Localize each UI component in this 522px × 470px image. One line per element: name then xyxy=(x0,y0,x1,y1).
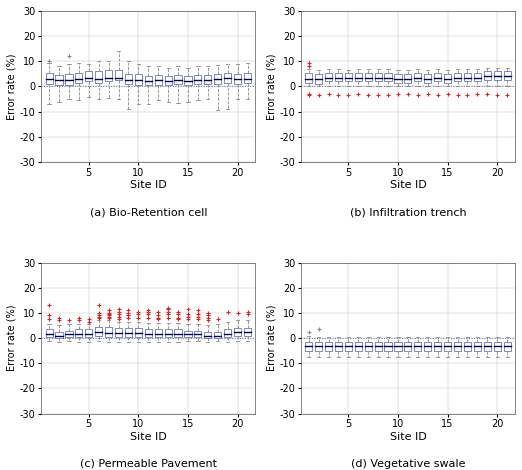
Bar xyxy=(454,73,461,81)
Bar xyxy=(325,73,332,81)
Bar xyxy=(464,342,471,351)
Bar xyxy=(504,71,511,80)
Bar xyxy=(234,74,241,84)
Bar xyxy=(95,71,102,83)
Bar xyxy=(315,74,322,84)
Text: (c) Permeable Pavement: (c) Permeable Pavement xyxy=(80,459,217,469)
Bar xyxy=(214,332,221,338)
Bar xyxy=(335,342,342,351)
Bar xyxy=(434,342,441,351)
Bar xyxy=(174,329,182,337)
Bar xyxy=(494,342,501,351)
Bar xyxy=(444,74,451,83)
Bar xyxy=(105,70,112,81)
Bar xyxy=(494,71,501,80)
Bar xyxy=(145,329,152,337)
Bar xyxy=(85,329,92,337)
Text: (b) Infiltration trench: (b) Infiltration trench xyxy=(350,207,466,217)
Bar xyxy=(55,75,63,85)
Bar xyxy=(375,342,382,351)
Bar xyxy=(194,75,201,84)
Bar xyxy=(315,342,322,351)
Bar xyxy=(174,75,182,84)
Bar xyxy=(395,74,401,83)
Bar xyxy=(115,70,122,80)
Bar xyxy=(125,74,132,84)
Bar xyxy=(434,73,441,81)
Y-axis label: Error rate (%): Error rate (%) xyxy=(267,53,277,120)
X-axis label: Site ID: Site ID xyxy=(389,180,426,190)
Bar xyxy=(305,342,312,351)
Bar xyxy=(405,342,411,351)
Text: (a) Bio-Retention cell: (a) Bio-Retention cell xyxy=(90,207,207,217)
Bar xyxy=(214,74,221,84)
Bar xyxy=(335,73,342,81)
Bar xyxy=(244,328,251,336)
Bar xyxy=(484,71,491,80)
Bar xyxy=(474,342,481,351)
Bar xyxy=(45,329,53,337)
Bar xyxy=(244,73,251,83)
Bar xyxy=(115,328,122,337)
Bar xyxy=(424,342,431,351)
Bar xyxy=(355,73,362,81)
X-axis label: Site ID: Site ID xyxy=(130,432,167,442)
Bar xyxy=(75,329,82,337)
Bar xyxy=(65,74,73,85)
Bar xyxy=(484,342,491,351)
Bar xyxy=(164,77,172,85)
Bar xyxy=(424,74,431,83)
Bar xyxy=(155,75,162,85)
Bar xyxy=(155,329,162,337)
X-axis label: Site ID: Site ID xyxy=(130,180,167,190)
Bar xyxy=(75,73,82,83)
Bar xyxy=(395,342,401,351)
Bar xyxy=(375,73,382,81)
Bar xyxy=(365,342,372,351)
Bar xyxy=(405,74,411,83)
Bar xyxy=(164,329,172,337)
Bar xyxy=(125,328,132,337)
Bar xyxy=(504,342,511,351)
Bar xyxy=(204,75,211,84)
Bar xyxy=(454,342,461,351)
Bar xyxy=(65,330,73,337)
Bar xyxy=(85,71,92,81)
Text: (d) Vegetative swale: (d) Vegetative swale xyxy=(351,459,465,469)
Bar xyxy=(345,73,352,81)
Bar xyxy=(224,73,231,83)
Bar xyxy=(385,73,392,81)
Bar xyxy=(135,328,142,337)
Bar xyxy=(105,327,112,337)
Bar xyxy=(234,328,241,336)
Bar xyxy=(45,73,53,84)
Y-axis label: Error rate (%): Error rate (%) xyxy=(7,305,17,371)
Bar xyxy=(194,330,201,337)
Bar xyxy=(385,342,392,351)
Bar xyxy=(345,342,352,351)
Bar xyxy=(204,332,211,338)
Y-axis label: Error rate (%): Error rate (%) xyxy=(267,305,277,371)
Bar xyxy=(414,342,421,351)
Bar xyxy=(305,73,312,83)
Y-axis label: Error rate (%): Error rate (%) xyxy=(7,53,17,120)
Bar xyxy=(325,342,332,351)
Bar xyxy=(145,77,152,85)
Bar xyxy=(184,77,192,85)
Bar xyxy=(224,329,231,337)
Bar xyxy=(365,73,372,81)
Bar xyxy=(464,73,471,81)
Bar xyxy=(474,73,481,81)
Bar xyxy=(355,342,362,351)
X-axis label: Site ID: Site ID xyxy=(389,432,426,442)
Bar xyxy=(95,327,102,336)
Bar xyxy=(414,73,421,81)
Bar xyxy=(135,74,142,85)
Bar xyxy=(444,342,451,351)
Bar xyxy=(184,330,192,337)
Bar xyxy=(55,332,63,338)
